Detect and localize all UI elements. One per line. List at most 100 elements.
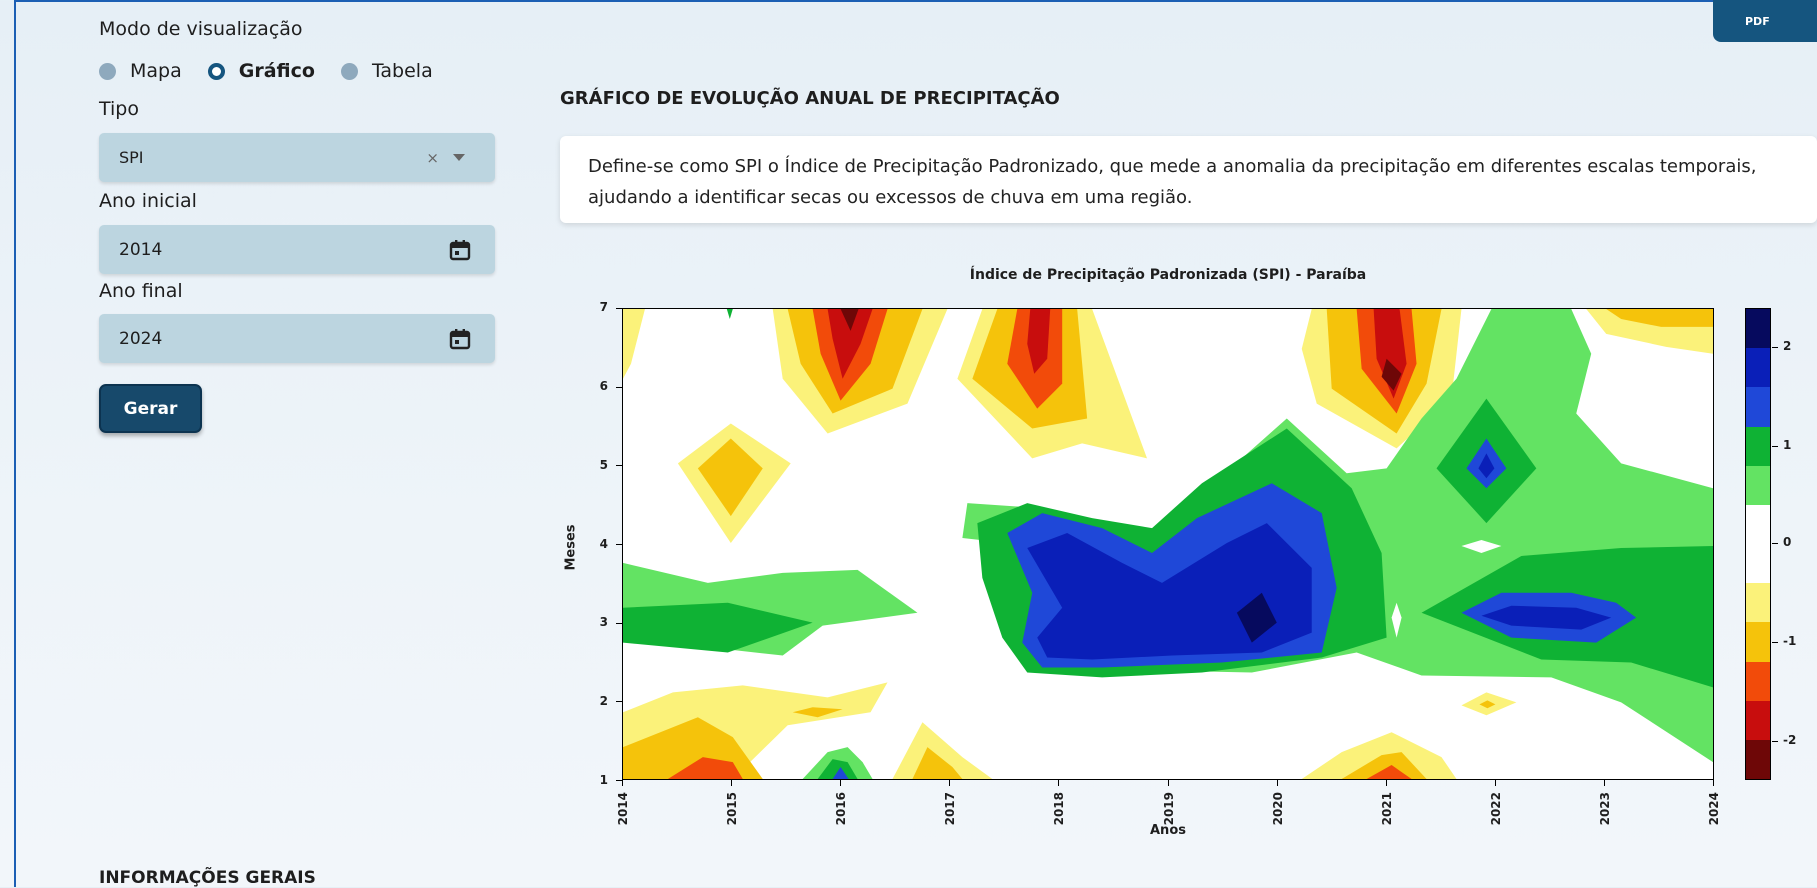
- x-tick-mark: [731, 780, 732, 786]
- contour-band: [1479, 700, 1496, 709]
- description-text: Define-se como SPI o Índice de Precipita…: [588, 156, 1757, 208]
- colorbar-swatch: [1746, 544, 1770, 584]
- colorbar-tick: [1772, 642, 1778, 643]
- colorbar-swatch: [1746, 661, 1770, 701]
- contour-band: [892, 722, 993, 779]
- colorbar-swatch: [1746, 622, 1770, 662]
- radio-grafico[interactable]: Gráfico: [207, 60, 315, 82]
- tipo-select[interactable]: SPI ×: [99, 133, 495, 182]
- colorbar-tick: [1772, 347, 1778, 348]
- contour-band: [667, 757, 743, 779]
- contour-band: [1481, 605, 1612, 630]
- contour-band: [832, 767, 849, 779]
- colorbar-swatch: [1746, 309, 1770, 349]
- radio-grafico-dot[interactable]: [207, 62, 225, 80]
- calendar-icon[interactable]: [449, 239, 471, 261]
- y-tick-mark: [616, 308, 622, 309]
- ano-final-field[interactable]: 2024: [99, 314, 495, 363]
- colorbar-swatch: [1746, 465, 1770, 505]
- colorbar-tick: [1772, 543, 1778, 544]
- y-tick-label: 5: [599, 458, 608, 472]
- colorbar-tick: [1772, 741, 1778, 742]
- chart-plot-area: [622, 308, 1714, 780]
- contour-band: [1301, 732, 1457, 779]
- colorbar-swatch: [1746, 387, 1770, 427]
- x-tick-mark: [1713, 780, 1714, 786]
- x-tick-mark: [1604, 780, 1605, 786]
- radio-mapa-dot[interactable]: [99, 62, 116, 80]
- radio-mapa[interactable]: Mapa: [99, 60, 182, 82]
- radio-grafico-label: Gráfico: [238, 60, 315, 82]
- y-tick-mark: [616, 623, 622, 624]
- colorbar-label: 1: [1783, 438, 1792, 452]
- y-tick-label: 3: [599, 615, 608, 629]
- x-tick-mark: [1386, 780, 1387, 786]
- x-tick-label: 2014: [616, 792, 630, 826]
- generate-button[interactable]: Gerar: [99, 384, 202, 433]
- contour-band: [623, 602, 813, 653]
- y-tick-label: 7: [599, 300, 608, 314]
- x-tick-mark: [840, 780, 841, 786]
- y-axis-label: Meses: [563, 524, 579, 571]
- contour-band: [1027, 309, 1051, 374]
- colorbar: [1745, 308, 1771, 780]
- colorbar-swatch: [1746, 426, 1770, 466]
- clear-icon[interactable]: ×: [426, 148, 439, 167]
- x-tick-label: 2022: [1489, 792, 1503, 826]
- view-mode-label: Modo de visualização: [99, 18, 303, 40]
- x-tick-mark: [1058, 780, 1059, 786]
- calendar-icon[interactable]: [449, 328, 471, 350]
- radio-mapa-label: Mapa: [130, 60, 182, 82]
- x-tick-label: 2021: [1380, 792, 1394, 826]
- contour-band: [817, 759, 858, 779]
- contour-band: [623, 309, 645, 379]
- radio-tabela-label: Tabela: [371, 60, 433, 82]
- colorbar-label: -1: [1783, 634, 1797, 648]
- colorbar-swatch: [1746, 739, 1770, 780]
- colorbar-label: 0: [1783, 535, 1792, 549]
- contour-band: [1341, 752, 1427, 779]
- colorbar-label: -2: [1783, 733, 1797, 747]
- chart-title: Índice de Precipitação Padronizada (SPI)…: [969, 267, 1367, 283]
- contour-band: [827, 309, 873, 379]
- contour-band: [1027, 523, 1312, 660]
- colorbar-swatch: [1746, 583, 1770, 623]
- x-tick-label: 2024: [1707, 792, 1721, 826]
- y-tick-mark: [616, 387, 622, 388]
- y-tick-label: 1: [599, 773, 608, 787]
- x-tick-mark: [949, 780, 950, 786]
- x-tick-mark: [622, 780, 623, 786]
- x-tick-label: 2017: [943, 792, 957, 826]
- tipo-label: Tipo: [99, 98, 139, 120]
- y-tick-label: 6: [599, 379, 608, 393]
- view-mode-radio-group: Mapa Gráfico Tabela: [99, 60, 459, 82]
- chevron-down-icon[interactable]: [453, 154, 465, 161]
- y-tick-mark: [616, 465, 622, 466]
- y-tick-mark: [616, 701, 622, 702]
- x-tick-mark: [1277, 780, 1278, 786]
- contour-band: [1236, 592, 1277, 643]
- ano-inicial-label: Ano inicial: [99, 190, 197, 212]
- x-tick-mark: [1168, 780, 1169, 786]
- y-tick-label: 2: [599, 694, 608, 708]
- y-tick-mark: [616, 780, 622, 781]
- contour-band: [1391, 602, 1402, 638]
- contour-band: [1478, 453, 1495, 479]
- contour-band: [840, 309, 859, 331]
- x-tick-label: 2015: [725, 792, 739, 826]
- contour-band: [912, 747, 963, 779]
- y-tick-mark: [616, 544, 622, 545]
- x-tick-label: 2018: [1052, 792, 1066, 826]
- ano-inicial-value: 2014: [119, 239, 163, 260]
- radio-tabela[interactable]: Tabela: [340, 60, 433, 82]
- contour-band: [726, 309, 733, 319]
- x-tick-label: 2020: [1271, 792, 1285, 826]
- pdf-button[interactable]: PDF: [1713, 0, 1817, 42]
- ano-inicial-field[interactable]: 2014: [99, 225, 495, 274]
- tipo-select-value: SPI: [119, 148, 144, 167]
- radio-tabela-dot[interactable]: [340, 62, 358, 80]
- contour-band: [1461, 540, 1502, 553]
- colorbar-swatch: [1746, 700, 1770, 740]
- colorbar-swatch: [1746, 504, 1770, 545]
- contour-band: [1606, 309, 1713, 327]
